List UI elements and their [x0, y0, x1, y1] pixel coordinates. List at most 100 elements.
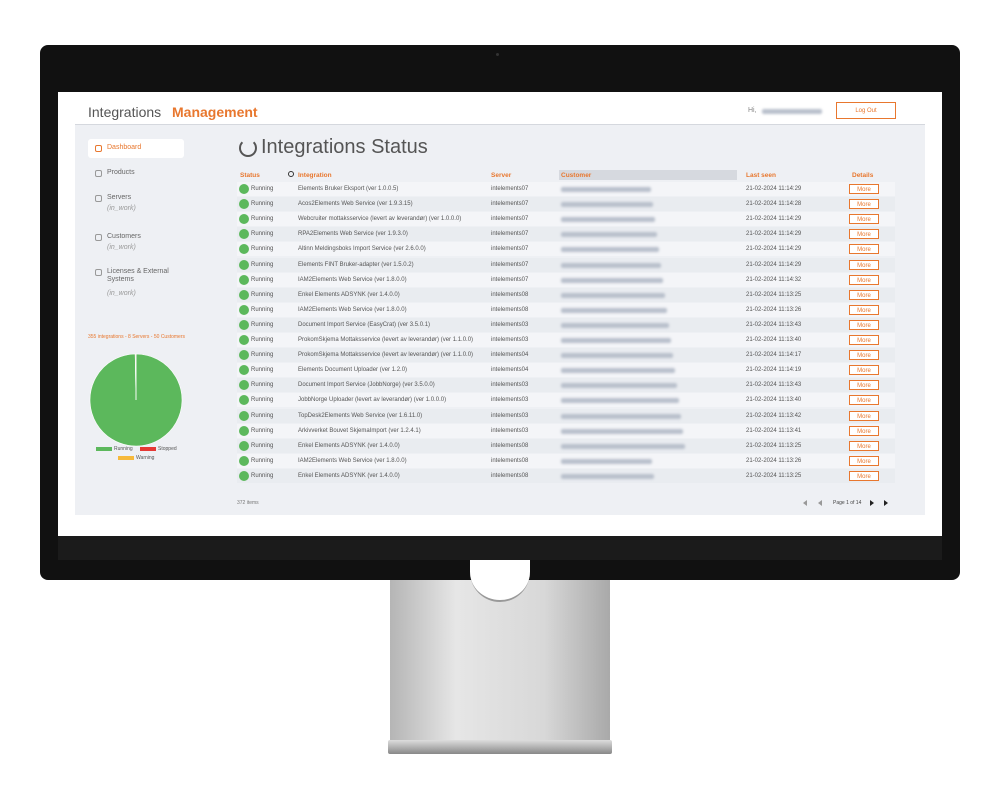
legend-swatch	[96, 447, 112, 451]
pager-arrow[interactable]	[884, 500, 888, 506]
status-dot	[239, 274, 249, 285]
integration-name: TopDesk2Elements Web Service (ver 1.6.11…	[298, 412, 423, 419]
more-button[interactable]: More	[849, 319, 879, 330]
more-button[interactable]: More	[849, 199, 879, 210]
more-button[interactable]: More	[849, 184, 879, 194]
status-dot	[239, 335, 249, 345]
sidebar-item[interactable]: Licenses & External Systems	[107, 268, 169, 283]
column-header[interactable]: Status	[240, 172, 260, 179]
integration-name: Arkivverket Bouvet SkjemaImport (ver 1.2…	[298, 427, 421, 434]
last-seen: 21-02-2024 11:13:43	[746, 321, 802, 328]
brand-main: Integrations	[88, 104, 162, 120]
last-seen: 21-02-2024 11:13:25	[746, 291, 802, 298]
column-header[interactable]: Customer	[561, 172, 592, 179]
integration-name: Document Import Service (EasyCrat) (ver …	[298, 321, 431, 328]
customer-blurred	[561, 307, 667, 313]
status-text: Running	[251, 216, 274, 223]
more-button[interactable]: More	[849, 350, 879, 361]
server-name: intelements07	[491, 246, 529, 253]
more-button[interactable]: More	[849, 229, 879, 240]
more-button[interactable]: More	[849, 395, 879, 406]
integration-name: IAM2Elements Web Service (ver 1.8.0.0)	[298, 276, 407, 283]
sidebar-icon	[95, 234, 102, 241]
more-button[interactable]: More	[849, 289, 879, 300]
brand-accent: Management	[172, 104, 258, 120]
more-button[interactable]: More	[849, 425, 879, 436]
status-text: Running	[251, 457, 274, 464]
column-header[interactable]: Details	[852, 172, 874, 179]
sidebar-note: (in_work)	[107, 290, 136, 297]
status-dot	[239, 259, 249, 270]
pager-arrow[interactable]	[818, 500, 822, 506]
sidebar-note: (in_work)	[107, 244, 136, 251]
search-icon	[288, 171, 294, 177]
more-button[interactable]: More	[849, 470, 879, 481]
more-button[interactable]: More	[849, 214, 879, 225]
sidebar-item[interactable]: Servers	[107, 194, 132, 201]
server-name: intelements07	[491, 216, 529, 223]
status-dot	[239, 199, 249, 210]
status-text: Running	[251, 412, 274, 419]
last-seen: 21-02-2024 11:14:29	[746, 216, 802, 223]
status-dot	[239, 470, 249, 481]
column-header[interactable]: Integration	[298, 172, 332, 179]
status-text: Running	[251, 382, 274, 389]
integration-name: JobbNorge Uploader (levert av leverandør…	[298, 397, 447, 404]
sidebar-item[interactable]: Customers	[107, 233, 141, 240]
pager: Page 1 of 14	[833, 500, 862, 506]
server-name: intelements08	[491, 472, 529, 479]
last-seen: 21-02-2024 11:13:40	[746, 337, 802, 343]
customer-blurred	[561, 428, 683, 434]
more-button[interactable]: More	[849, 365, 879, 376]
last-seen: 21-02-2024 11:14:19	[746, 367, 802, 374]
more-button[interactable]: More	[849, 410, 879, 421]
last-seen: 21-02-2024 11:14:29	[746, 246, 802, 253]
pager-arrow[interactable]	[803, 500, 807, 506]
last-seen: 21-02-2024 11:13:26	[746, 306, 802, 313]
last-seen: 21-02-2024 11:13:26	[746, 457, 802, 464]
status-dot	[239, 244, 249, 255]
more-button[interactable]: More	[849, 455, 879, 466]
server-name: intelements03	[491, 321, 529, 328]
integration-name: Elements FINT Bruker-adapter (ver 1.5.0.…	[298, 261, 414, 268]
more-button[interactable]: More	[849, 335, 879, 345]
last-seen: 21-02-2024 11:14:29	[746, 231, 802, 238]
column-header[interactable]: Last seen	[746, 172, 776, 179]
more-button[interactable]: More	[849, 274, 879, 285]
status-text: Running	[251, 291, 274, 298]
integration-name: Elements Bruker Eksport (ver 1.0.0.5)	[298, 186, 399, 192]
last-seen: 21-02-2024 11:13:40	[746, 397, 802, 404]
more-button[interactable]: More	[849, 304, 879, 315]
customer-blurred	[561, 473, 654, 479]
more-button[interactable]: More	[849, 244, 879, 255]
column-header[interactable]: Server	[491, 172, 512, 179]
customer-blurred	[561, 277, 663, 283]
status-text: Running	[251, 321, 274, 328]
status-text: Running	[251, 472, 274, 479]
table-header-bg	[559, 170, 737, 180]
last-seen: 21-02-2024 11:13:25	[746, 442, 802, 449]
customer-blurred	[561, 368, 675, 374]
sidebar-item[interactable]: Dashboard	[107, 144, 142, 151]
status-dot	[239, 365, 249, 376]
more-button[interactable]: More	[849, 259, 879, 270]
status-text: Running	[251, 397, 274, 404]
pager-arrow[interactable]	[870, 500, 874, 506]
more-button[interactable]: More	[849, 440, 879, 451]
status-dot	[239, 229, 249, 240]
sidebar-item[interactable]: Products	[107, 169, 135, 176]
status-text: Running	[251, 231, 274, 238]
logout-button[interactable]: Log Out	[836, 102, 896, 119]
screen-bottom	[58, 536, 942, 560]
status-dot	[239, 214, 249, 225]
integration-name: Altinn Meldingsboks Import Service (ver …	[298, 246, 426, 253]
server-name: intelements08	[491, 457, 529, 464]
status-text: Running	[251, 337, 274, 343]
integration-name: Document Import Service (JobbNorge) (ver…	[298, 382, 435, 389]
status-text: Running	[251, 306, 274, 313]
customer-blurred	[561, 398, 679, 404]
last-seen: 21-02-2024 11:13:25	[746, 472, 802, 479]
more-button[interactable]: More	[849, 380, 879, 391]
stand-base	[388, 740, 612, 754]
